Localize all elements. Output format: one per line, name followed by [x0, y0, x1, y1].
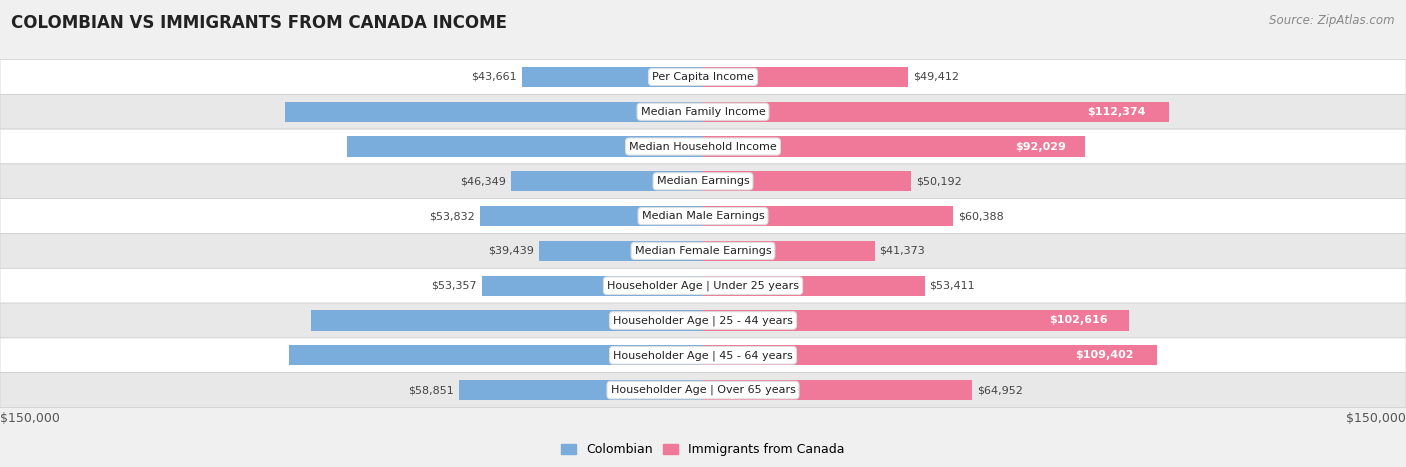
FancyBboxPatch shape: [0, 373, 1406, 408]
FancyBboxPatch shape: [0, 59, 1406, 94]
Bar: [703, 345, 1157, 365]
Text: $94,565: $94,565: [683, 316, 734, 325]
Bar: [522, 67, 703, 87]
Text: Householder Age | Over 65 years: Householder Age | Over 65 years: [610, 385, 796, 396]
Bar: [347, 136, 703, 156]
Text: Householder Age | 45 - 64 years: Householder Age | 45 - 64 years: [613, 350, 793, 361]
Text: $150,000: $150,000: [0, 411, 60, 425]
Text: Median Earnings: Median Earnings: [657, 177, 749, 186]
Text: $46,349: $46,349: [460, 177, 506, 186]
Bar: [703, 241, 875, 261]
Bar: [311, 311, 703, 331]
Text: $112,374: $112,374: [1087, 107, 1146, 117]
Bar: [458, 380, 703, 400]
Text: Source: ZipAtlas.com: Source: ZipAtlas.com: [1270, 14, 1395, 27]
Text: $39,439: $39,439: [488, 246, 534, 256]
Text: $53,357: $53,357: [432, 281, 477, 290]
FancyBboxPatch shape: [0, 338, 1406, 373]
Bar: [285, 102, 703, 122]
Legend: Colombian, Immigrants from Canada: Colombian, Immigrants from Canada: [557, 439, 849, 461]
Text: Median Female Earnings: Median Female Earnings: [634, 246, 772, 256]
FancyBboxPatch shape: [0, 234, 1406, 269]
Text: $100,750: $100,750: [682, 107, 740, 117]
Text: $43,661: $43,661: [471, 72, 517, 82]
FancyBboxPatch shape: [0, 303, 1406, 338]
FancyBboxPatch shape: [0, 164, 1406, 198]
Bar: [703, 136, 1084, 156]
Text: Median Male Earnings: Median Male Earnings: [641, 211, 765, 221]
Bar: [703, 276, 925, 296]
Text: $102,616: $102,616: [1049, 316, 1108, 325]
Bar: [703, 311, 1129, 331]
Text: $85,716: $85,716: [685, 142, 735, 151]
FancyBboxPatch shape: [0, 198, 1406, 234]
Bar: [703, 380, 973, 400]
Text: $53,832: $53,832: [429, 211, 475, 221]
Text: COLOMBIAN VS IMMIGRANTS FROM CANADA INCOME: COLOMBIAN VS IMMIGRANTS FROM CANADA INCO…: [11, 14, 508, 32]
Text: Per Capita Income: Per Capita Income: [652, 72, 754, 82]
Text: $50,192: $50,192: [917, 177, 962, 186]
Bar: [703, 67, 908, 87]
Text: $58,851: $58,851: [408, 385, 454, 395]
Text: Householder Age | 25 - 44 years: Householder Age | 25 - 44 years: [613, 315, 793, 326]
Text: $109,402: $109,402: [1076, 350, 1135, 360]
FancyBboxPatch shape: [0, 94, 1406, 129]
Text: Median Household Income: Median Household Income: [628, 142, 778, 151]
Text: $49,412: $49,412: [912, 72, 959, 82]
Text: $150,000: $150,000: [1346, 411, 1406, 425]
Bar: [290, 345, 703, 365]
Bar: [703, 171, 911, 191]
Bar: [479, 206, 703, 226]
Bar: [482, 276, 703, 296]
Bar: [703, 102, 1168, 122]
Text: $99,772: $99,772: [682, 350, 734, 360]
Text: $41,373: $41,373: [880, 246, 925, 256]
Text: $60,388: $60,388: [959, 211, 1004, 221]
Bar: [703, 206, 953, 226]
FancyBboxPatch shape: [0, 269, 1406, 303]
Bar: [510, 171, 703, 191]
Text: Median Family Income: Median Family Income: [641, 107, 765, 117]
Text: Householder Age | Under 25 years: Householder Age | Under 25 years: [607, 281, 799, 291]
Text: $64,952: $64,952: [977, 385, 1024, 395]
Bar: [540, 241, 703, 261]
Text: $53,411: $53,411: [929, 281, 976, 290]
FancyBboxPatch shape: [0, 129, 1406, 164]
Text: $92,029: $92,029: [1015, 142, 1066, 151]
